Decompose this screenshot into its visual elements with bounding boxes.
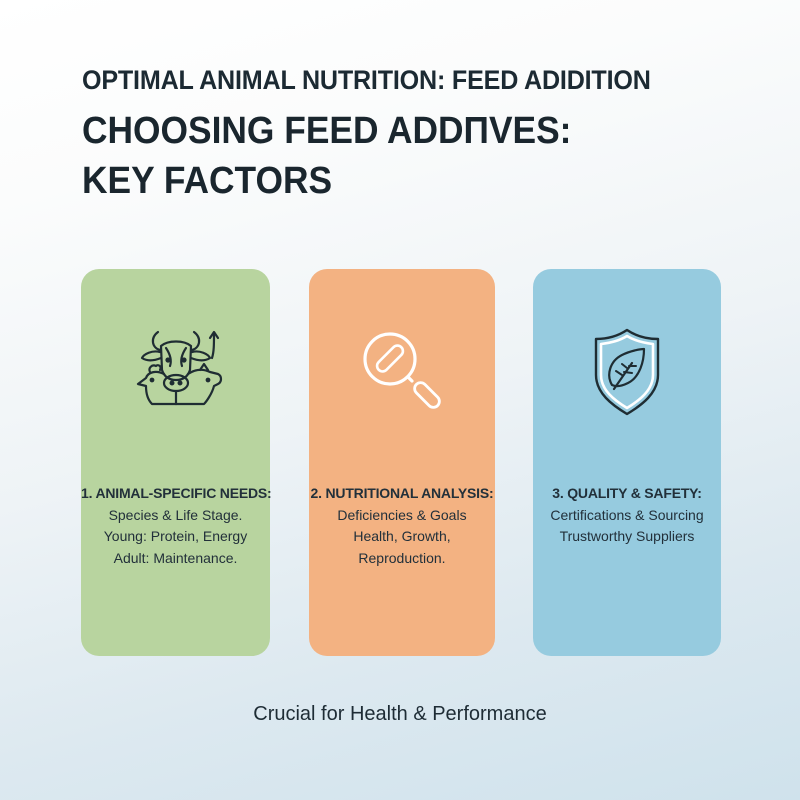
- card-nutritional-analysis: 2. NUTRITIONAL ANALYSIS: Deficiencies & …: [309, 269, 495, 656]
- magnifier-icon: [360, 329, 444, 418]
- page-title: CHOOSING FEED ADDПVES: KEY FACTORS: [82, 106, 651, 206]
- header: OPTIMAL ANIMAL NUTRITION: FEED ADIDITION…: [82, 64, 693, 206]
- card-line: Species & Life Stage.: [108, 506, 243, 523]
- card-line: Trustworthy Suppliers: [559, 528, 695, 544]
- page-title-line-2: KEY FACTORS: [82, 160, 333, 202]
- card-text: 3. QUALITY & SAFETY: Certifications & So…: [533, 483, 721, 548]
- footer-tagline: Crucial for Health & Performance: [253, 703, 547, 725]
- card-line: Deficiencies & Goals: [337, 506, 467, 523]
- page-subtitle: OPTIMAL ANIMAL NUTRITION: FEED ADIDITION: [82, 65, 651, 95]
- card-heading: 3. QUALITY & SAFETY:: [552, 485, 702, 501]
- card-line: Certifications & Sourcing: [550, 506, 704, 523]
- card-text: 1. ANIMAL-SPECIFIC NEEDS: Species & Life…: [81, 483, 272, 569]
- shield-leaf-icon: [592, 327, 662, 422]
- card-animal-specific-needs: 1. ANIMAL-SPECIFIC NEEDS: Species & Life…: [81, 269, 272, 656]
- card-quality-safety: 3. QUALITY & SAFETY: Certifications & So…: [533, 269, 721, 656]
- page-title-line-1: CHOOSING FEED ADDПVES:: [82, 110, 572, 152]
- card-line: Young: Protein, Energy: [103, 528, 248, 544]
- card-line: Health, Growth,: [353, 528, 451, 544]
- card-heading: 1. ANIMAL-SPECIFIC NEEDS:: [81, 485, 272, 501]
- card-line: Adult: Maintenance.: [113, 549, 238, 566]
- livestock-icon: [128, 324, 224, 415]
- card-line: Reproduction.: [358, 549, 446, 566]
- card-text: 2. NUTRITIONAL ANALYSIS: Deficiencies & …: [309, 483, 495, 569]
- card-heading: 2. NUTRITIONAL ANALYSIS:: [310, 485, 494, 501]
